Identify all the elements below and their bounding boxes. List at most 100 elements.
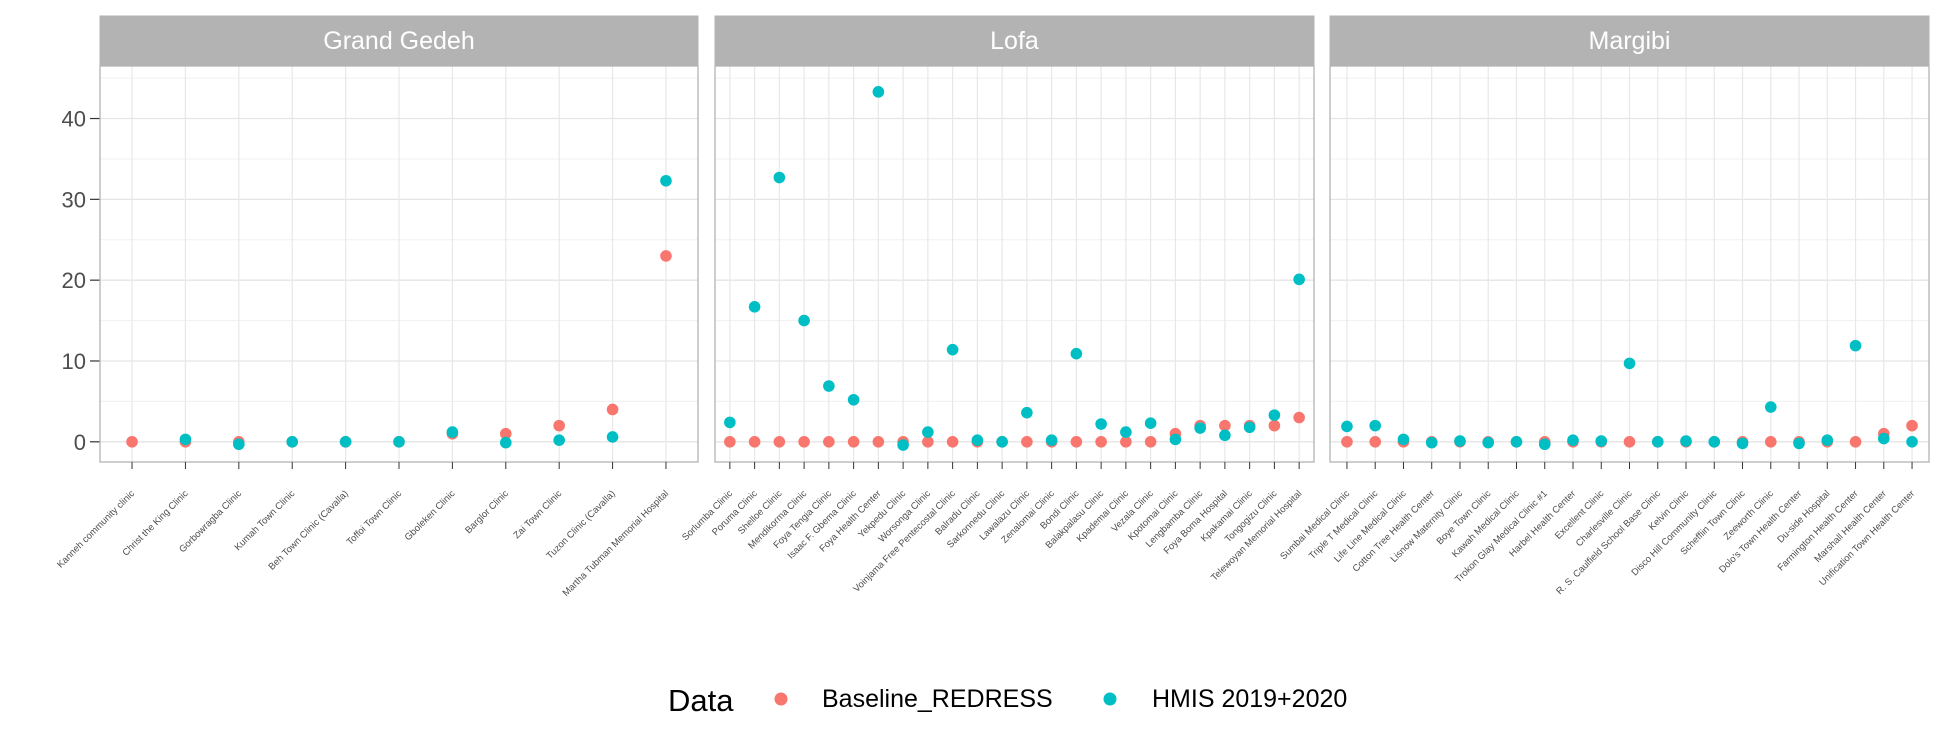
point-hmis <box>823 380 835 392</box>
facet-strip <box>99 15 699 67</box>
legend-label: HMIS 2019+2020 <box>1152 685 1347 713</box>
point-baseline <box>1095 435 1107 448</box>
point-baseline <box>1764 435 1777 448</box>
point-hmis <box>499 436 512 449</box>
point-hmis <box>1120 426 1132 438</box>
point-hmis <box>1369 419 1382 432</box>
point-hmis <box>1454 435 1466 447</box>
point-baseline <box>872 435 885 448</box>
point-hmis <box>1144 417 1157 430</box>
point-hmis <box>1194 422 1206 434</box>
point-hmis <box>748 301 761 313</box>
facet-strip <box>714 15 1315 67</box>
point-baseline <box>724 435 736 448</box>
point-hmis <box>393 435 405 448</box>
point-baseline <box>1070 435 1083 448</box>
point-hmis <box>553 434 565 446</box>
point-hmis <box>897 439 909 451</box>
point-hmis <box>1906 435 1918 448</box>
point-hmis <box>798 314 810 327</box>
point-baseline <box>1849 435 1862 448</box>
point-hmis <box>922 426 934 438</box>
point-baseline <box>798 435 810 448</box>
point-hmis <box>1219 429 1231 442</box>
point-baseline <box>1623 435 1636 448</box>
point-hmis <box>847 393 860 406</box>
point-baseline <box>748 435 761 448</box>
y-tick-label: 10 <box>62 349 86 374</box>
panel-border <box>714 65 1315 463</box>
point-hmis <box>660 174 672 187</box>
point-baseline <box>1144 435 1157 448</box>
point-hmis <box>1764 401 1777 413</box>
x-tick-label: R. S. Caulfield School Base Clinic <box>1554 488 1663 597</box>
panel-background <box>715 66 1314 462</box>
x-tick-label: Zeeworth Clinic <box>1722 488 1776 542</box>
point-hmis <box>1021 406 1033 419</box>
point-hmis <box>1482 436 1495 449</box>
point-baseline <box>847 435 860 448</box>
point-hmis <box>1169 433 1182 446</box>
legend-key-hmis <box>1103 692 1117 706</box>
point-baseline <box>823 435 835 448</box>
point-hmis <box>1595 435 1608 447</box>
point-hmis <box>1538 438 1551 451</box>
point-hmis <box>996 435 1008 448</box>
y-tick-label: 0 <box>74 430 86 455</box>
point-baseline <box>922 435 934 448</box>
facet-title: Grand Gedeh <box>323 27 475 55</box>
point-hmis <box>1243 421 1256 434</box>
point-baseline <box>1268 419 1281 432</box>
point-hmis <box>286 435 299 448</box>
y-tick-label: 40 <box>62 107 86 132</box>
point-hmis <box>1793 437 1805 450</box>
point-baseline <box>553 419 565 432</box>
point-hmis <box>179 433 192 446</box>
point-hmis <box>1736 437 1749 450</box>
point-hmis <box>1567 434 1579 446</box>
x-tick-label: Zai Town Clinic <box>511 488 564 541</box>
point-hmis <box>339 435 352 448</box>
point-hmis <box>606 431 619 443</box>
point-baseline <box>1120 435 1132 448</box>
point-baseline <box>1219 419 1231 432</box>
point-baseline <box>1021 435 1033 448</box>
point-hmis <box>1877 432 1890 445</box>
x-tick-label: Barglor Clinic <box>463 488 511 536</box>
point-hmis <box>1821 434 1834 446</box>
legend-title: Data <box>668 683 734 718</box>
point-baseline <box>499 427 512 440</box>
x-tick-label: Gboleken Clinic <box>403 488 458 543</box>
point-hmis <box>872 86 885 98</box>
point-hmis <box>1341 420 1353 433</box>
point-hmis <box>1708 435 1721 448</box>
facet-strip <box>1329 15 1930 67</box>
y-tick-label: 20 <box>62 268 86 293</box>
point-hmis <box>1095 418 1107 430</box>
point-baseline <box>126 435 138 448</box>
point-baseline <box>773 435 786 448</box>
point-hmis <box>1425 436 1438 449</box>
x-tick-label: Excellent Clinic <box>1553 488 1607 542</box>
point-hmis <box>1070 347 1083 360</box>
point-hmis <box>1623 357 1636 370</box>
point-baseline <box>946 435 959 448</box>
point-baseline <box>606 403 619 416</box>
legend: Data Baseline_REDRESS HMIS 2019+2020 <box>668 683 1347 718</box>
x-tick-label: Martha Tubman Memorial Hospital <box>561 488 671 598</box>
facet-title: Margibi <box>1589 27 1671 55</box>
point-baseline <box>660 250 672 262</box>
point-baseline <box>1369 435 1382 448</box>
point-baseline <box>1341 435 1353 448</box>
point-hmis <box>1293 273 1305 286</box>
point-hmis <box>1268 409 1281 421</box>
point-baseline <box>1906 419 1918 432</box>
x-tick-label: Kanneh community clinic <box>55 488 137 570</box>
point-hmis <box>1045 434 1058 446</box>
point-hmis <box>446 426 459 438</box>
legend-label: Baseline_REDRESS <box>822 685 1053 713</box>
